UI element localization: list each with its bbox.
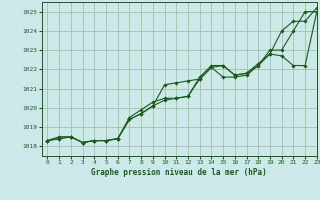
X-axis label: Graphe pression niveau de la mer (hPa): Graphe pression niveau de la mer (hPa) bbox=[91, 168, 267, 177]
